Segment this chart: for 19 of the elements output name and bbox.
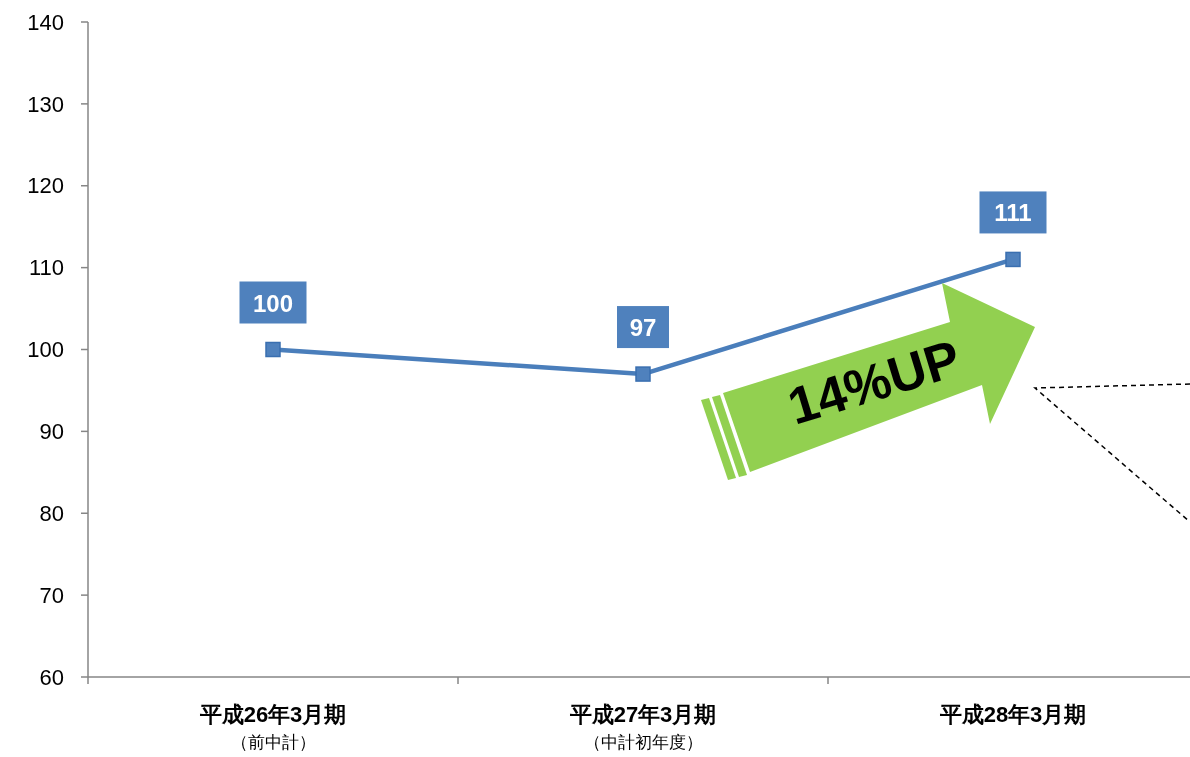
y-tick-label: 140: [27, 9, 64, 35]
y-tick-label: 120: [27, 173, 64, 199]
y-tick-label: 130: [27, 91, 64, 117]
data-label: 111: [994, 199, 1032, 227]
point: [635, 366, 651, 382]
y-tick-label: 110: [28, 255, 64, 281]
y-tick-label: 100: [27, 337, 64, 363]
annotation: 14%UP: [781, 328, 967, 436]
data-label: 100: [252, 289, 294, 317]
y-tick-label: 60: [39, 664, 64, 690]
point: [265, 341, 281, 358]
x-tick-label: 平成27年3月期（中計初年度）: [568, 702, 717, 752]
y-tick-label: 70: [39, 582, 64, 608]
point: [1005, 251, 1021, 268]
x-tick-label: 平成28年3月期: [938, 702, 1087, 727]
y-tick-label: 80: [39, 500, 64, 526]
x-tick-label: 平成26年3月期（前中計）: [198, 702, 347, 752]
data-label: 97: [629, 314, 657, 342]
y-tick-label: 90: [39, 419, 64, 445]
